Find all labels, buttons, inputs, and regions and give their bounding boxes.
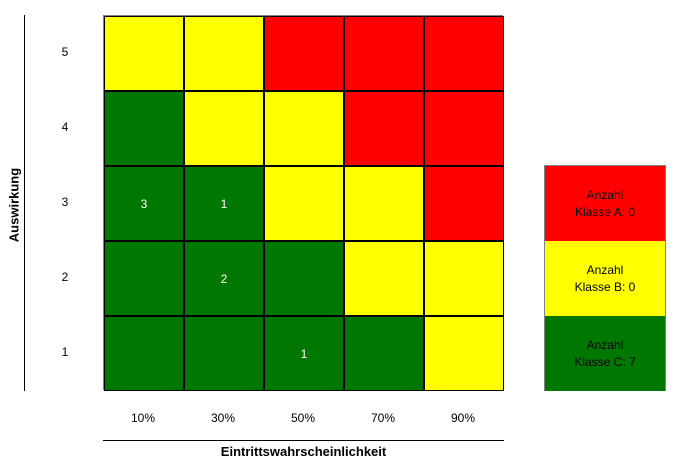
legend-item-count: Klasse B: 0 <box>574 279 636 294</box>
matrix-cell <box>424 166 504 241</box>
legend-item-label: Anzahl <box>586 262 624 277</box>
legend-item-label: Anzahl <box>586 337 624 352</box>
y-axis-line <box>24 15 25 391</box>
y-axis-title: Auswirkung <box>6 167 22 243</box>
y-tick-label: 1 <box>61 344 69 359</box>
legend-item-a: Anzahl Klasse A: 0 <box>545 166 665 241</box>
matrix-cell <box>104 91 184 166</box>
matrix-cell <box>344 16 424 91</box>
x-axis-title: Eintrittswahrscheinlichkeit <box>220 444 387 459</box>
matrix-cell <box>264 241 344 316</box>
y-tick-label: 4 <box>61 119 69 134</box>
matrix-cell: 3 <box>104 166 184 241</box>
legend-item-c: Anzahl Klasse C: 7 <box>545 316 665 391</box>
matrix-cell <box>424 316 504 391</box>
matrix-cell: 2 <box>184 241 264 316</box>
matrix-cell <box>184 91 264 166</box>
x-tick-label: 90% <box>450 411 476 425</box>
matrix-cell: 1 <box>264 316 344 391</box>
matrix-cell <box>104 241 184 316</box>
x-tick-label: 70% <box>370 411 396 425</box>
x-tick-label: 10% <box>130 411 156 425</box>
legend-item-b: Anzahl Klasse B: 0 <box>545 241 665 316</box>
x-tick-label: 50% <box>290 411 316 425</box>
matrix-cell <box>344 166 424 241</box>
matrix-cell <box>104 16 184 91</box>
legend-item-label: Anzahl <box>586 187 624 202</box>
legend-item-count: Klasse C: 7 <box>574 354 636 369</box>
matrix-cell <box>264 16 344 91</box>
matrix-cell <box>104 316 184 391</box>
y-tick-label: 2 <box>61 269 69 284</box>
matrix-cell: 1 <box>184 166 264 241</box>
matrix-cell <box>184 16 264 91</box>
matrix-cell <box>264 91 344 166</box>
matrix-cell <box>424 16 504 91</box>
x-tick-label: 30% <box>210 411 236 425</box>
legend: Anzahl Klasse A: 0 Anzahl Klasse B: 0 Anzahl… <box>544 165 666 391</box>
y-tick-label: 5 <box>61 44 69 59</box>
matrix-cell <box>184 316 264 391</box>
y-tick-label: 3 <box>61 194 69 209</box>
matrix-cell <box>264 166 344 241</box>
x-axis-line <box>103 440 504 441</box>
matrix-cell <box>424 91 504 166</box>
matrix-cell <box>344 91 424 166</box>
matrix-cell <box>344 316 424 391</box>
matrix-cell <box>424 241 504 316</box>
legend-item-count: Klasse A: 0 <box>574 204 636 219</box>
matrix-cell <box>344 241 424 316</box>
